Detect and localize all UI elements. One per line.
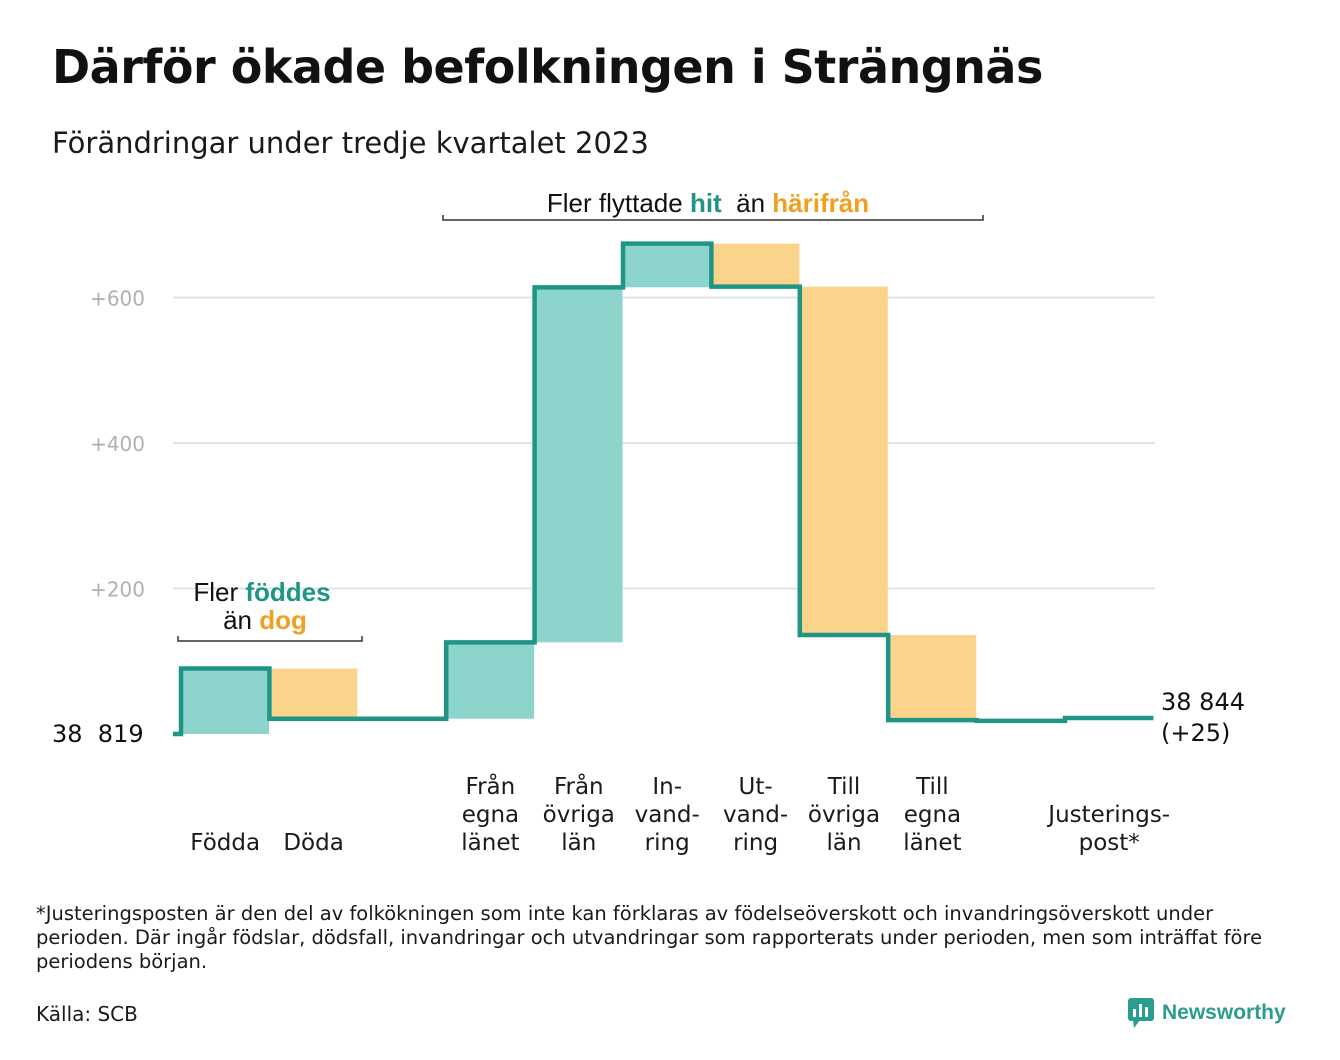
births-annotation-line1: Fler föddes xyxy=(193,577,330,607)
migration-annotation: Fler flyttade hit än härifrån xyxy=(547,188,869,218)
annotation-segment: Fler xyxy=(193,577,245,607)
births-annotation-line2: än dog xyxy=(223,605,307,635)
end-value-label: 38 844 xyxy=(1161,688,1245,716)
annotation-segment: dog xyxy=(259,605,307,635)
category-label: ring xyxy=(645,830,690,856)
category-label: vand- xyxy=(723,802,788,828)
annotation-segment: hit xyxy=(690,188,722,218)
category-label: Till xyxy=(827,774,861,800)
annotation-segment: än xyxy=(223,605,259,635)
decrease-bar xyxy=(711,243,800,287)
category-label: län xyxy=(561,830,596,856)
annotation-segment: härifrån xyxy=(772,188,869,218)
category-label: Från xyxy=(466,772,516,800)
category-label: Till xyxy=(915,774,949,800)
category-label: länet xyxy=(461,830,519,856)
category-label: egna xyxy=(462,802,519,828)
brand-name: Newsworthy xyxy=(1162,1001,1286,1024)
migration-bracket xyxy=(442,215,984,221)
y-tick-label: +200 xyxy=(90,578,145,602)
category-label: Döda xyxy=(283,830,343,856)
y-tick-label: +400 xyxy=(90,432,145,456)
category-label: Från xyxy=(554,772,604,800)
decrease-bar xyxy=(888,635,977,721)
category-label: övriga xyxy=(543,802,615,828)
increase-bar xyxy=(446,642,535,719)
category-label: post* xyxy=(1079,830,1140,856)
end-change-label: (+25) xyxy=(1161,719,1230,747)
category-label: Justerings- xyxy=(1046,802,1170,828)
annotation-segment: än xyxy=(722,188,773,218)
source-label: Källa: SCB xyxy=(36,1002,138,1026)
increase-bar xyxy=(623,243,711,288)
category-label: vand- xyxy=(635,802,700,828)
start-value-label: 38 819 xyxy=(52,720,144,748)
annotation-segment: föddes xyxy=(245,577,330,607)
category-label: ring xyxy=(733,830,778,856)
annotation-segment: Fler flyttade xyxy=(547,188,690,218)
chart-subtitle: Förändringar under tredje kvartalet 2023 xyxy=(52,126,649,160)
bar-chart-speech-bubble-icon xyxy=(1128,998,1154,1028)
category-label: Ut- xyxy=(739,774,773,800)
footnote: *Justeringsposten är den del av folkökni… xyxy=(36,902,1263,973)
category-label: Födda xyxy=(190,830,260,856)
category-label: län xyxy=(826,830,861,856)
decrease-bar xyxy=(799,286,888,636)
cumulative-step-line xyxy=(173,241,1154,737)
category-label: länet xyxy=(903,830,961,856)
category-label: egna xyxy=(904,802,961,828)
decrease-bar xyxy=(269,668,358,719)
y-tick-label: +600 xyxy=(90,287,145,311)
increase-bar xyxy=(181,668,269,734)
category-label: övriga xyxy=(808,802,880,828)
increase-bar xyxy=(534,287,623,643)
births-bracket xyxy=(177,636,363,642)
category-label: In- xyxy=(652,774,682,800)
brand-logo: Newsworthy xyxy=(1128,998,1286,1028)
chart-title: Därför ökade befolkningen i Strängnäs xyxy=(52,40,1043,94)
